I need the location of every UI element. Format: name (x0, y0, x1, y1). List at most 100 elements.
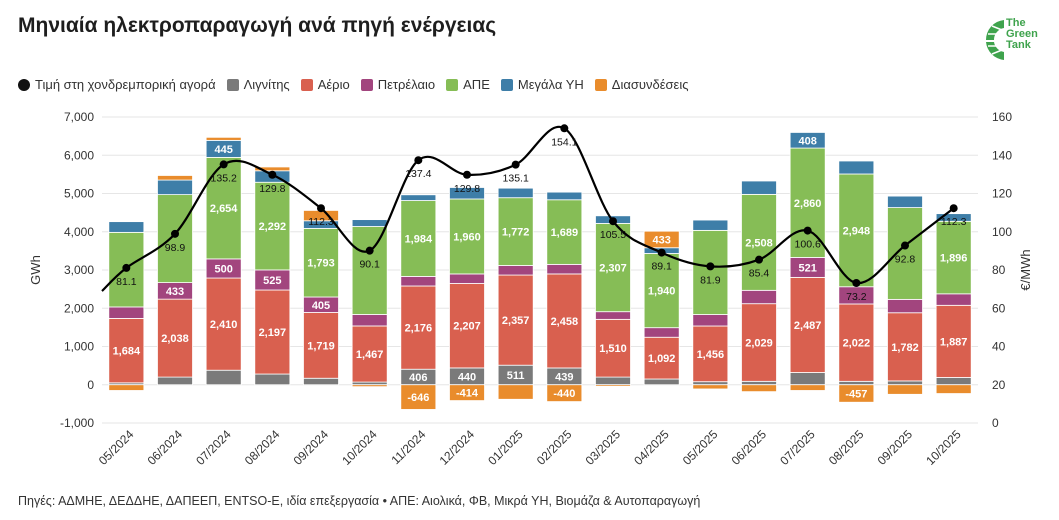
price-point (657, 248, 666, 257)
price-point (268, 170, 277, 179)
y-left-tick-label: 6,000 (64, 148, 94, 162)
bar-segment-label: -646 (407, 392, 429, 404)
bar-segment (400, 276, 437, 287)
bar-segment (157, 376, 193, 386)
y-right-axis-title: €/MWh (1018, 249, 1033, 290)
price-label: 90.1 (359, 259, 380, 271)
bar-segment (789, 132, 826, 149)
bar-segment (595, 384, 631, 387)
bar-segment-label: 1,689 (551, 227, 579, 239)
bar-segment (887, 380, 923, 386)
price-label: 89.1 (651, 261, 672, 273)
legend-swatch-hydro (500, 78, 513, 91)
bar-segment (741, 193, 777, 291)
chart-legend: Τιμή στη χονδρεμπορική αγορά Λιγνίτης Αέ… (18, 77, 700, 92)
y-left-tick-label: 3,000 (64, 263, 94, 277)
bar-segment (789, 372, 826, 386)
bar-segment-label: 500 (214, 263, 232, 275)
bar-segment-label: 2,458 (551, 316, 579, 328)
bar-segment (351, 219, 388, 227)
bar-segment-label: 445 (214, 144, 232, 156)
bar-segment (838, 380, 875, 386)
bar-segment (351, 314, 388, 327)
price-point (803, 226, 812, 235)
bar-segment-label: 2,197 (259, 327, 287, 339)
bar-segment-label: 2,029 (745, 338, 773, 350)
legend-item-lignite: Λιγνίτης (226, 77, 290, 92)
bar-segment-label: -414 (456, 388, 479, 400)
bar-segment-label: 2,176 (405, 323, 433, 335)
price-label: 137.4 (405, 168, 431, 180)
price-point (317, 204, 325, 213)
bar-segment (497, 384, 534, 400)
x-tick-label: 08/2025 (826, 427, 867, 468)
bar-segment (838, 160, 875, 175)
y-right-tick-label: 120 (992, 187, 1012, 201)
x-tick-label: 04/2025 (631, 427, 672, 468)
bar-segment (741, 303, 777, 382)
bar-segment-label: 1,467 (356, 349, 384, 361)
bar-segment (741, 289, 777, 305)
bar-segment (692, 229, 729, 315)
bar-segment-label: 2,207 (453, 321, 481, 333)
bar-segment (303, 312, 339, 379)
x-tick-label: 07/2024 (193, 427, 234, 468)
bar-segment-label: 525 (263, 275, 281, 287)
bar-segment-label: 439 (555, 371, 573, 383)
price-label: 98.9 (165, 242, 186, 254)
bar-segment-label: 1,887 (940, 336, 968, 348)
bar-segment (741, 180, 777, 195)
bar-segment (838, 173, 875, 288)
bar-segment (595, 223, 631, 313)
bar-segment (692, 314, 729, 327)
bar-segment (449, 187, 485, 200)
bar-segment (838, 384, 875, 403)
bar-segment (546, 263, 583, 275)
bar-segment (935, 384, 972, 394)
bar-segment (108, 221, 145, 233)
bar-segment (887, 298, 923, 314)
bar-segment (643, 230, 680, 249)
bar-segment-label: 1,684 (113, 346, 141, 358)
y-left-tick-label: 1,000 (64, 340, 94, 354)
x-tick-label: 09/2024 (291, 427, 332, 468)
price-label: 135.1 (503, 173, 529, 185)
bar-segment-label: -440 (553, 388, 575, 400)
bar-segment (351, 384, 388, 388)
bar-segment-label: 433 (166, 286, 184, 298)
x-tick-label: 02/2025 (534, 427, 575, 468)
bar-segment (157, 298, 193, 378)
bar-segment (838, 303, 875, 382)
x-tick-label: 05/2025 (680, 427, 721, 468)
x-tick-label: 05/2024 (96, 427, 137, 468)
bar-segment-label: 1,510 (599, 343, 627, 355)
bar-segment (205, 369, 242, 386)
y-right-tick-label: 60 (992, 301, 1006, 315)
bar-segment (595, 318, 631, 378)
y-left-tick-label: 2,000 (64, 301, 94, 315)
y-left-tick-label: 7,000 (64, 110, 94, 124)
price-point (560, 124, 569, 133)
price-point (901, 241, 909, 250)
bar-segment (789, 384, 826, 391)
bar-segment-label: 1,940 (648, 286, 676, 298)
bar-segment-label: 433 (652, 234, 670, 246)
bar-segment (887, 195, 923, 208)
bar-segment-label: 1,456 (697, 349, 725, 361)
y-left-tick-label: 4,000 (64, 225, 94, 239)
logo-text: The Green Tank (1006, 17, 1038, 51)
bar-segment (741, 384, 777, 393)
price-point (511, 160, 520, 169)
x-tick-label: 12/2024 (437, 427, 478, 468)
y-left-tick-label: 5,000 (64, 187, 94, 201)
bar-segment-label: 405 (312, 300, 330, 312)
x-tick-label: 08/2024 (242, 427, 283, 468)
x-tick-label: 06/2025 (729, 427, 770, 468)
bar-segment (157, 175, 193, 181)
bar-segment (546, 273, 583, 369)
price-label: 105.5 (600, 229, 626, 241)
price-label: 154.1 (551, 136, 577, 148)
bar-segment-label: 1,719 (307, 340, 335, 352)
bar-segment-label: 521 (798, 262, 816, 274)
